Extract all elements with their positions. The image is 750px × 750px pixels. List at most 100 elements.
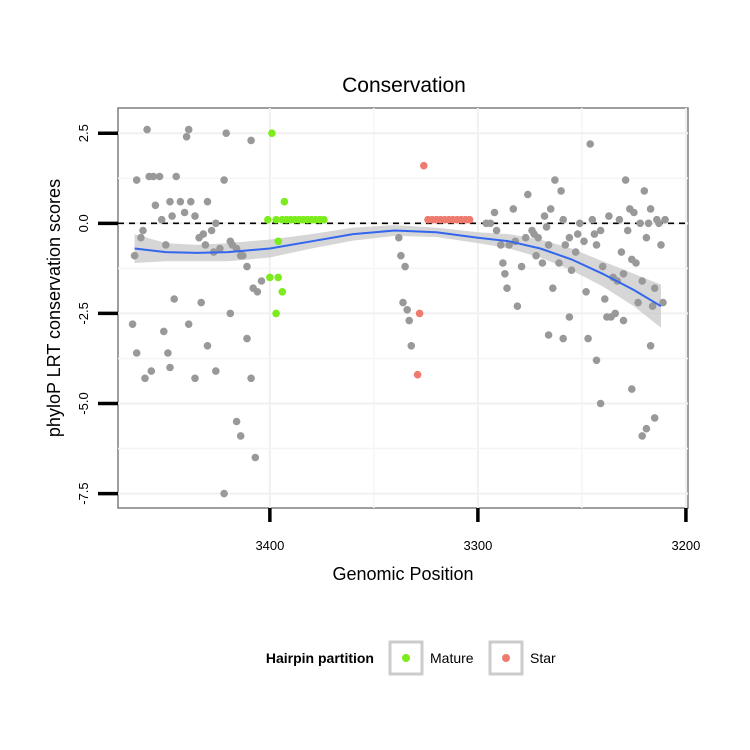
legend-label-mature: Mature [430,650,474,666]
y-tick-label: 2.5 [76,124,91,142]
point-other [222,129,230,137]
point-other [170,295,178,303]
legend-title: Hairpin partition [266,650,374,666]
point-other [172,172,180,181]
point-other [559,334,567,343]
point-mature [264,215,272,224]
point-other [582,288,590,296]
point-other [659,298,667,307]
point-other [567,266,576,275]
y-tick-label: -5.0 [76,392,91,414]
point-other [505,241,513,249]
point-other [657,241,665,249]
y-axis-title: phyloP LRT conservation scores [44,179,64,437]
point-other [623,226,632,235]
point-mature [272,309,280,318]
point-other [584,334,592,343]
point-other [182,133,191,141]
point-other [630,208,638,217]
point-mature [274,237,283,246]
point-other [236,432,245,440]
point-other [212,219,220,228]
point-mature [266,273,274,282]
point-other [636,219,644,228]
point-other [180,208,189,217]
point-other [149,172,158,181]
point-other [132,176,141,184]
point-other [401,262,409,271]
y-tick-label: 0.0 [76,214,91,232]
point-other [551,176,559,184]
smooth-line [134,229,662,308]
point-other [648,302,657,311]
point-other [534,233,542,242]
point-other [492,226,501,235]
points-layer [128,125,669,498]
point-other [203,197,212,206]
point-other [501,270,509,278]
point-other [191,374,199,383]
point-other [141,374,149,383]
point-other [403,306,412,314]
point-other [632,259,640,267]
x-tick-label: 3200 [671,538,700,553]
legend-dot-star [502,654,510,662]
point-other [646,342,655,350]
point-other [619,316,628,325]
point-other [397,251,405,260]
point-other [499,259,507,267]
point-other [197,298,205,307]
point-other [176,197,185,206]
point-other [544,331,553,339]
point-other [151,201,160,210]
point-other [565,313,574,321]
point-other [598,262,607,271]
point-other [407,342,416,350]
point-other [544,241,553,249]
point-other [128,320,137,329]
point-other [243,262,251,271]
point-other [628,385,636,393]
point-other [559,215,567,224]
point-other [538,259,547,267]
legend: Hairpin partition Mature Star [266,640,556,676]
point-other [216,244,224,253]
point-mature [274,273,283,282]
point-other [155,172,164,181]
point-other [586,140,594,148]
point-other [661,215,669,224]
point-other [143,125,151,134]
point-star [465,215,474,224]
chart-title: Conservation [342,74,466,97]
point-other [640,187,649,195]
y-tick-label: -7.5 [76,482,91,504]
point-other [596,399,605,408]
point-other [576,219,584,228]
point-other [184,320,193,329]
point-other [243,334,251,343]
point-other [592,356,601,365]
point-other [580,237,588,246]
point-other [166,363,174,372]
confidence-band-layer [134,225,662,328]
point-other [540,212,549,220]
point-other [605,212,613,220]
point-other [490,208,499,217]
point-star [420,161,428,170]
x-tick-label: 3400 [255,538,284,553]
point-other [168,212,176,220]
point-other [601,295,609,303]
point-other [132,349,141,357]
point-star [413,370,422,379]
point-other [565,233,574,242]
point-other [160,327,168,336]
x-tick-label: 3300 [463,538,492,553]
point-other [253,288,262,296]
point-other [509,205,518,213]
point-other [615,215,624,224]
smooth-line-layer [134,229,662,308]
point-other [619,270,628,278]
point-other [257,277,266,285]
legend-label-star: Star [530,650,556,666]
